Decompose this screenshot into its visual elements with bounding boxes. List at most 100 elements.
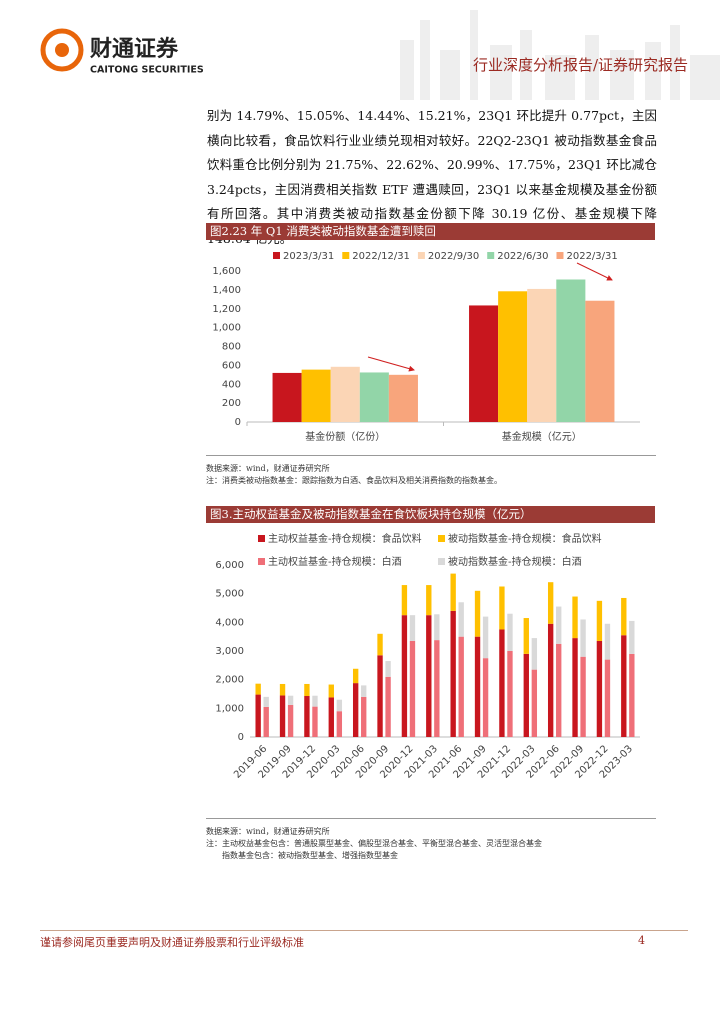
y-tick-label: 400 xyxy=(222,379,241,390)
y-tick-label: 1,200 xyxy=(212,304,241,315)
bar-segment xyxy=(263,696,269,707)
bar-segment xyxy=(523,653,529,737)
bar-segment xyxy=(596,640,603,737)
bar xyxy=(469,305,499,422)
bar xyxy=(359,372,389,422)
bar-segment xyxy=(426,615,432,737)
legend-label: 2022/9/30 xyxy=(428,251,479,262)
paragraph: 别为 14.79%、15.05%、14.44%、15.21%，23Q1 环比提升… xyxy=(207,108,657,246)
bar xyxy=(498,291,528,422)
logo-icon xyxy=(40,28,84,72)
legend-swatch xyxy=(258,535,265,542)
bar-segment xyxy=(304,683,310,697)
bar xyxy=(585,300,615,422)
bar-segment xyxy=(304,696,310,737)
bar-segment xyxy=(426,585,432,616)
bar-segment xyxy=(499,629,505,737)
skyline xyxy=(400,10,720,100)
figure-note: 注：消费类被动指数基金：跟踪指数为白酒、食品饮料及相关消费指数的指数基金。 xyxy=(206,476,502,485)
x-tick-label: 基金规模（亿元） xyxy=(502,430,582,443)
bar-segment xyxy=(621,597,627,636)
bar-segment xyxy=(580,619,586,657)
y-tick-label: 6,000 xyxy=(215,560,244,571)
bar xyxy=(388,374,418,422)
figure-title: 图2.23 年 Q1 消费类被动指数基金遭到赎回 xyxy=(206,223,655,240)
header: 财通证券 CAITONG SECURITIES 行业深度分析报告/证券研究报告 xyxy=(40,10,720,100)
bar-segment xyxy=(621,635,627,737)
bar-segment xyxy=(352,683,359,737)
bar-segment xyxy=(401,615,408,737)
bar-segment xyxy=(377,633,383,656)
bar-segment xyxy=(604,659,611,737)
bar xyxy=(556,279,586,422)
legend-swatch xyxy=(258,558,265,565)
figure-rule xyxy=(206,818,656,819)
bar-segment xyxy=(507,651,513,737)
legend-swatch xyxy=(438,535,445,542)
legend-label: 2022/6/30 xyxy=(497,251,548,262)
figure-note: 注：主动权益基金包含：普通股票型基金、偏股型混合基金、平衡型混合基金、灵活型混合… xyxy=(206,839,542,848)
bar-segment xyxy=(482,616,489,659)
bar-segment xyxy=(255,694,261,737)
bar-segment xyxy=(287,704,294,737)
bar-segment xyxy=(458,636,464,737)
bar-segment xyxy=(499,586,505,630)
bar-segment xyxy=(328,684,334,698)
bar-segment xyxy=(312,695,318,707)
x-tick-label: 基金份额（亿份） xyxy=(305,430,385,443)
figure-source: 数据来源：wind，财通证券研究所 xyxy=(206,827,330,836)
legend-swatch xyxy=(342,252,350,259)
legend-label: 被动指数基金-持仓规模：白酒 xyxy=(448,555,582,568)
legend-label: 2022/3/31 xyxy=(566,251,617,262)
page-number: 4 xyxy=(638,934,645,947)
bar-segment xyxy=(531,638,538,670)
y-tick-label: 200 xyxy=(222,398,241,409)
bar-segment xyxy=(352,668,359,684)
bar-segment xyxy=(361,685,367,697)
bar-segment xyxy=(572,596,578,639)
legend-swatch xyxy=(438,558,445,565)
bar-segment xyxy=(263,706,269,737)
legend-swatch xyxy=(487,252,495,259)
bar-segment xyxy=(279,695,286,737)
y-tick-label: 4,000 xyxy=(215,617,244,628)
y-tick-label: 800 xyxy=(222,342,241,353)
bar-segment xyxy=(596,600,603,641)
legend-swatch xyxy=(417,252,425,259)
bar-segment xyxy=(409,640,416,737)
bar-segment xyxy=(377,655,383,737)
bar xyxy=(330,366,360,422)
bar-segment xyxy=(434,640,440,737)
bar-segment xyxy=(474,636,481,737)
bar-segment xyxy=(336,699,343,712)
bar-segment xyxy=(401,585,408,616)
bar-segment xyxy=(255,683,261,695)
bar-segment xyxy=(507,613,513,651)
y-tick-label: 1,000 xyxy=(212,323,241,334)
footer-rule xyxy=(40,930,688,931)
bar xyxy=(301,369,331,422)
y-tick-label: 600 xyxy=(222,360,241,371)
bar-segment xyxy=(450,573,456,611)
legend-label: 主动权益基金-持仓规模：白酒 xyxy=(268,555,402,568)
bar-segment xyxy=(580,656,586,737)
y-tick-label: 1,600 xyxy=(212,266,241,277)
figure-rule xyxy=(206,455,656,456)
figure-title: 图3.主动权益基金及被动指数基金在食饮板块持仓规模（亿元） xyxy=(206,506,655,523)
bar-segment xyxy=(547,623,554,737)
bar-segment xyxy=(361,696,367,737)
bar-segment xyxy=(629,620,635,654)
figure-note: 指数基金包含：被动指数型基金、增强指数型基金 xyxy=(222,851,398,860)
bar xyxy=(527,288,557,422)
logo-text: 财通证券 xyxy=(90,36,179,62)
footer-disclaimer: 谨请参阅尾页重要声明及财通证券股票和行业评级标准 xyxy=(40,936,304,949)
bar-segment xyxy=(385,676,391,737)
bar-segment xyxy=(556,606,562,644)
y-tick-label: 5,000 xyxy=(215,589,244,600)
legend-swatch xyxy=(556,252,564,259)
bar xyxy=(272,372,302,422)
bar-segment xyxy=(531,669,538,737)
legend-swatch xyxy=(273,252,280,259)
bar-segment xyxy=(458,602,464,637)
